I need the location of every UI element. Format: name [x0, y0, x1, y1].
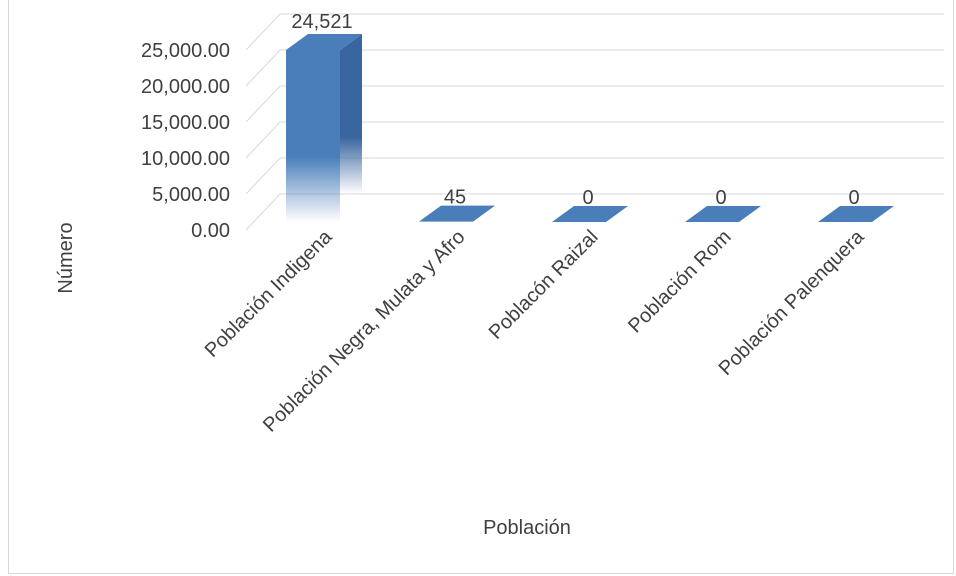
gridline	[245, 13, 944, 51]
gridline	[245, 85, 944, 123]
gridline	[245, 49, 944, 87]
bar	[286, 50, 340, 222]
data-label: 0	[582, 187, 593, 209]
data-label: 45	[444, 187, 466, 209]
data-label: 24,521	[291, 11, 352, 33]
y-tick-label: 20,000.00	[141, 76, 230, 98]
category-label: Población Indigena	[201, 225, 337, 361]
y-axis-tick-labels: 0.00 5,000.00 10,000.00 15,000.00 20,000.00 2…	[141, 40, 230, 242]
bar-top	[552, 206, 628, 222]
data-label: 0	[848, 187, 859, 209]
gridline	[245, 157, 944, 195]
bar-top	[685, 206, 761, 222]
y-tick-label: 25,000.00	[141, 40, 230, 62]
y-axis-title: Número	[55, 222, 77, 293]
y-tick-label: 5,000.00	[152, 184, 230, 206]
chart-frame	[8, 0, 954, 574]
y-tick-label: 15,000.00	[141, 112, 230, 134]
gridlines	[245, 13, 944, 231]
bar-top	[818, 206, 894, 222]
gridline	[245, 193, 944, 231]
bar-top	[419, 205, 495, 222]
y-tick-label: 10,000.00	[141, 148, 230, 170]
data-label: 0	[715, 187, 726, 209]
category-label: Población Palenquera	[715, 225, 870, 380]
bar-top	[286, 34, 362, 50]
x-axis-title: Población	[483, 517, 571, 539]
y-tick-label: 0.00	[191, 220, 230, 242]
data-labels: 24,521 45 0 0 0	[291, 11, 859, 209]
category-label: Población Rom	[624, 226, 735, 337]
gridline	[245, 121, 944, 159]
bar-side	[340, 34, 362, 222]
category-label: Poblacón Raizal	[485, 226, 603, 344]
bars	[286, 34, 894, 222]
